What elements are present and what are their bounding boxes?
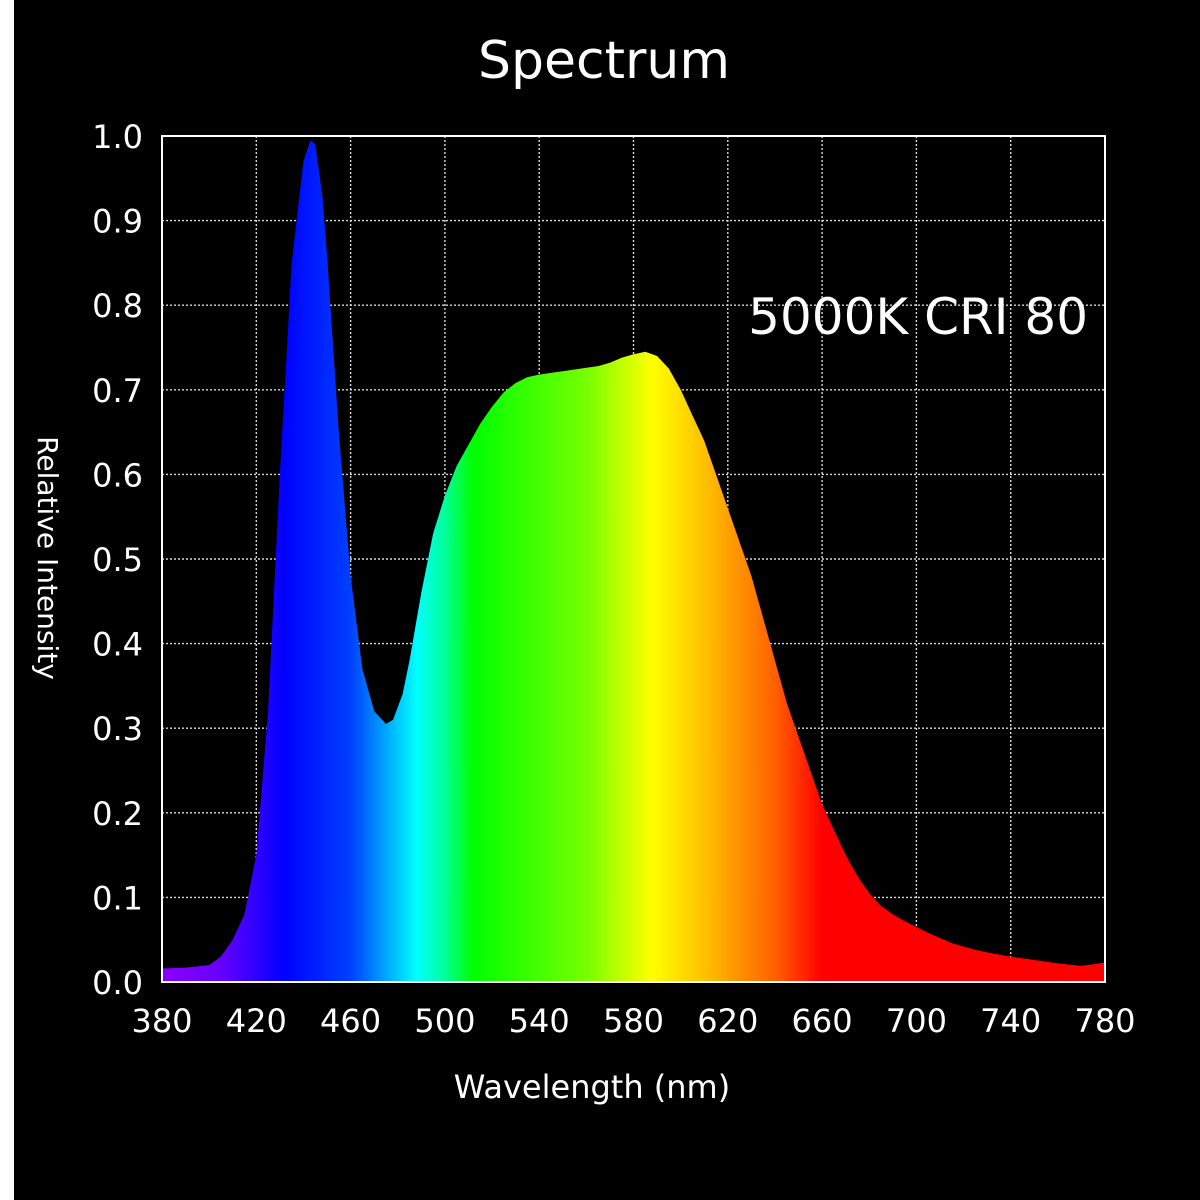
x-tick-label: 380 [131,1002,192,1040]
x-tick-label: 660 [792,1002,853,1040]
y-tick-label: 1.0 [92,118,143,156]
x-axis-ticks: 380 420 460 500 540 580 620 660 700 740 780 [131,1002,1135,1040]
y-tick-label: 0.8 [92,287,143,325]
x-tick-label: 780 [1074,1002,1135,1040]
x-tick-label: 500 [414,1002,475,1040]
y-tick-label: 0.0 [92,964,143,1002]
y-tick-label: 0.7 [92,372,143,410]
y-axis-ticks: 0.0 0.1 0.2 0.3 0.4 0.5 0.6 0.7 0.8 0.9 1.0 [92,118,143,1002]
x-tick-label: 540 [509,1002,570,1040]
x-tick-label: 740 [980,1002,1041,1040]
y-tick-label: 0.5 [92,541,143,579]
y-tick-label: 0.1 [92,879,143,917]
y-axis-label: Relative Intensity [31,436,64,680]
x-tick-label: 620 [697,1002,758,1040]
y-tick-label: 0.2 [92,795,143,833]
x-tick-label: 580 [603,1002,664,1040]
x-tick-label: 460 [320,1002,381,1040]
spectrum-area [162,140,1105,982]
chart-title: Spectrum [478,31,730,91]
y-tick-label: 0.6 [92,456,143,494]
y-tick-label: 0.3 [92,710,143,748]
x-tick-label: 700 [886,1002,947,1040]
x-axis-label: Wavelength (nm) [454,1068,730,1106]
y-tick-label: 0.9 [92,203,143,241]
plot-border [161,135,1106,983]
annotation-label: 5000K CRI 80 [748,288,1088,346]
x-tick-label: 420 [226,1002,287,1040]
y-tick-label: 0.4 [92,626,143,664]
